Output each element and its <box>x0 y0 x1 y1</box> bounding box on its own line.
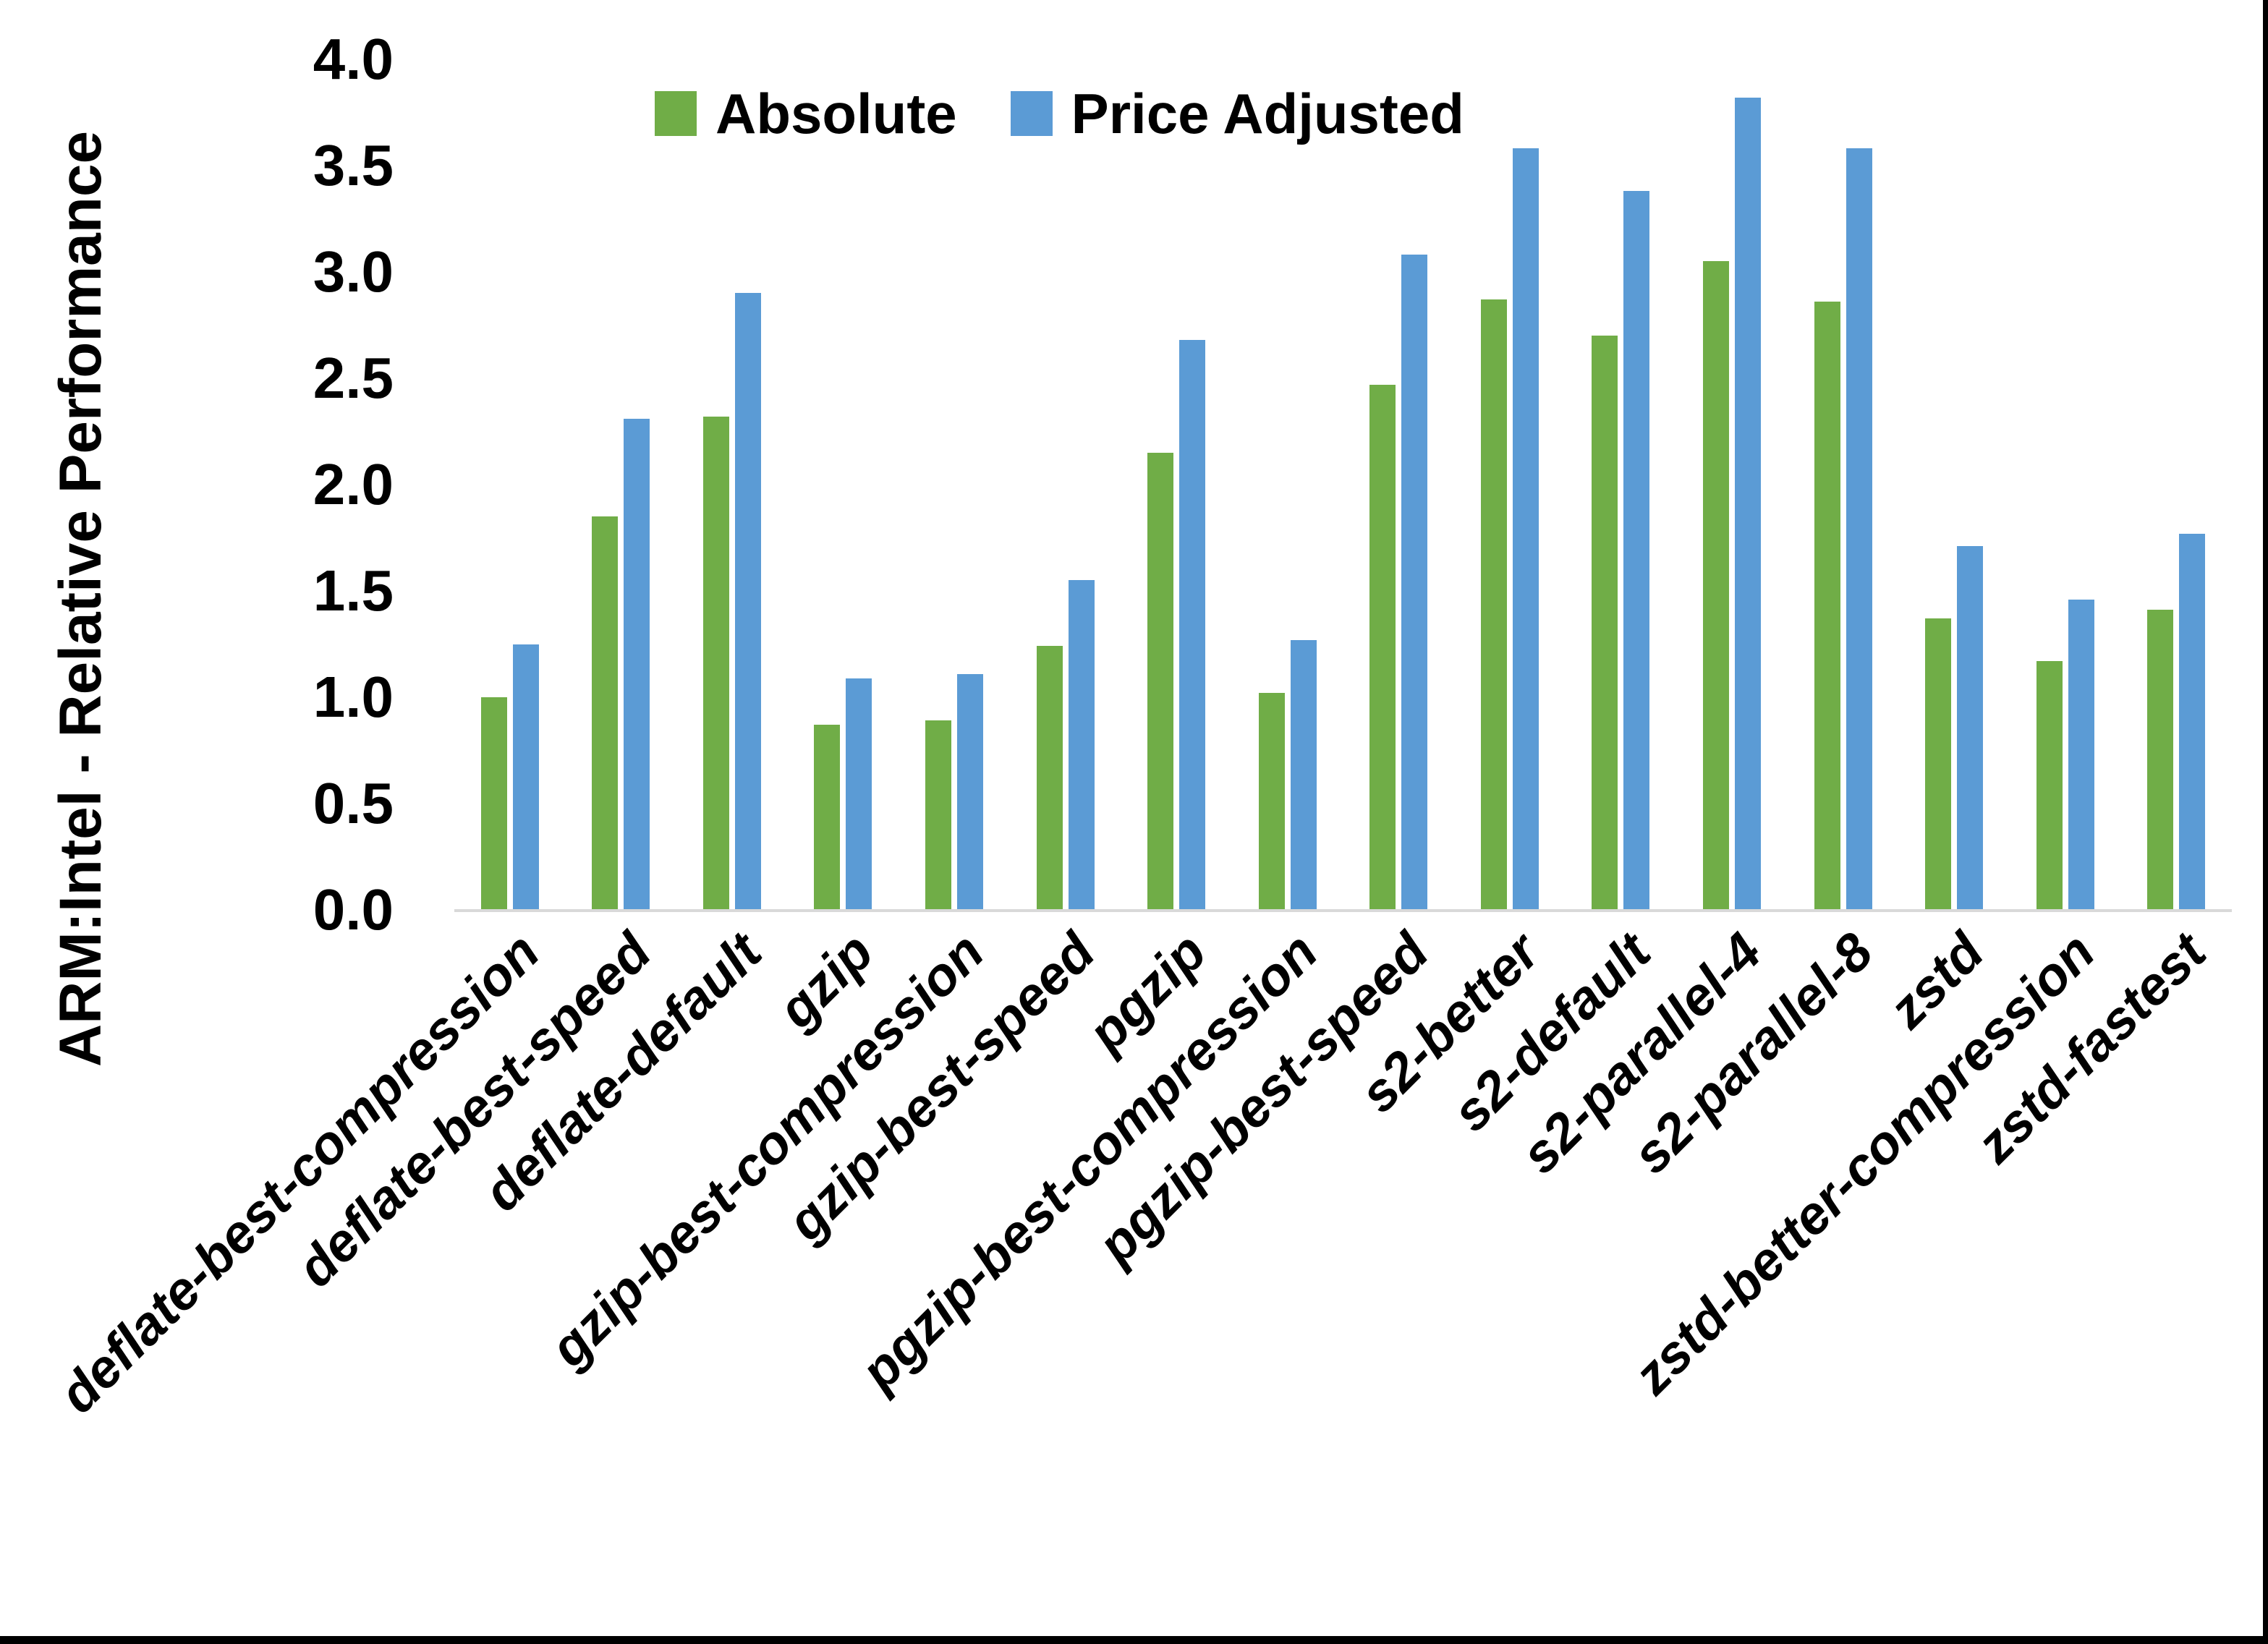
bar <box>480 697 507 910</box>
bar-group <box>2120 59 2232 910</box>
bar-group <box>899 59 1010 910</box>
y-tick-label: 3.0 <box>313 239 394 304</box>
bar <box>1734 97 1761 910</box>
y-tick-label: 3.5 <box>313 133 394 197</box>
bar <box>1480 299 1507 910</box>
y-axis-tick-labels: 0.0 0.5 1.0 1.5 2.0 2.5 3.0 3.5 4.0 <box>0 0 402 1644</box>
bar <box>512 644 539 910</box>
y-tick-label: 0.0 <box>313 877 394 942</box>
x-axis-line <box>454 909 2232 912</box>
bar-group <box>1676 59 1788 910</box>
bar-group <box>676 59 788 910</box>
bar <box>1814 302 1840 910</box>
bar-group <box>1010 59 1121 910</box>
plot-area <box>454 59 2232 910</box>
bar-group <box>1566 59 1677 910</box>
bar <box>1512 148 1539 910</box>
bar <box>1036 646 1063 910</box>
bar-group <box>1454 59 1566 910</box>
bar-group <box>454 59 566 910</box>
bar <box>624 418 650 910</box>
bar-group <box>788 59 899 910</box>
bar <box>2179 533 2206 910</box>
legend-item-price-adjusted: Price Adjusted <box>1010 82 1464 145</box>
bar-group <box>1121 59 1232 910</box>
y-tick-label: 4.0 <box>313 27 394 91</box>
bar <box>1623 191 1650 910</box>
legend-swatch-price-adjusted <box>1010 91 1053 136</box>
bar <box>1592 336 1618 910</box>
border-bottom <box>0 1636 2268 1644</box>
bar-group <box>1343 59 1455 910</box>
bar <box>1290 639 1317 910</box>
bar <box>846 678 872 910</box>
legend-swatch-absolute <box>655 91 697 136</box>
legend: Absolute Price Adjusted <box>655 85 1464 142</box>
bar <box>1925 618 1952 910</box>
bar <box>814 725 841 910</box>
bar <box>2036 661 2063 910</box>
bar-group <box>1898 59 2010 910</box>
bar <box>592 516 619 910</box>
bar <box>1179 340 1206 910</box>
y-tick-label: 1.5 <box>313 558 394 623</box>
bar <box>1846 148 1872 910</box>
bar <box>2068 599 2094 910</box>
legend-label-absolute: Absolute <box>715 82 957 145</box>
bar <box>702 416 729 910</box>
bar <box>925 720 952 910</box>
y-tick-label: 2.5 <box>313 346 394 410</box>
bar <box>1258 693 1285 910</box>
legend-item-absolute: Absolute <box>655 85 957 142</box>
bar <box>1147 452 1174 910</box>
y-tick-label: 2.0 <box>313 452 394 516</box>
y-tick-label: 1.0 <box>313 665 394 729</box>
border-right <box>2263 0 2268 1644</box>
legend-label-price-adjusted: Price Adjusted <box>1071 82 1464 145</box>
y-tick-label: 0.5 <box>313 771 394 835</box>
bar-group <box>1232 59 1343 910</box>
bar <box>957 673 984 910</box>
bar <box>2147 610 2174 910</box>
bar-group <box>566 59 677 910</box>
bar <box>1957 546 1984 910</box>
bar-group <box>1788 59 1899 910</box>
bar <box>1369 384 1396 910</box>
bar <box>1401 255 1428 910</box>
bar <box>734 293 761 910</box>
bar-group <box>2010 59 2121 910</box>
bar <box>1702 261 1729 910</box>
bar <box>1068 580 1095 910</box>
